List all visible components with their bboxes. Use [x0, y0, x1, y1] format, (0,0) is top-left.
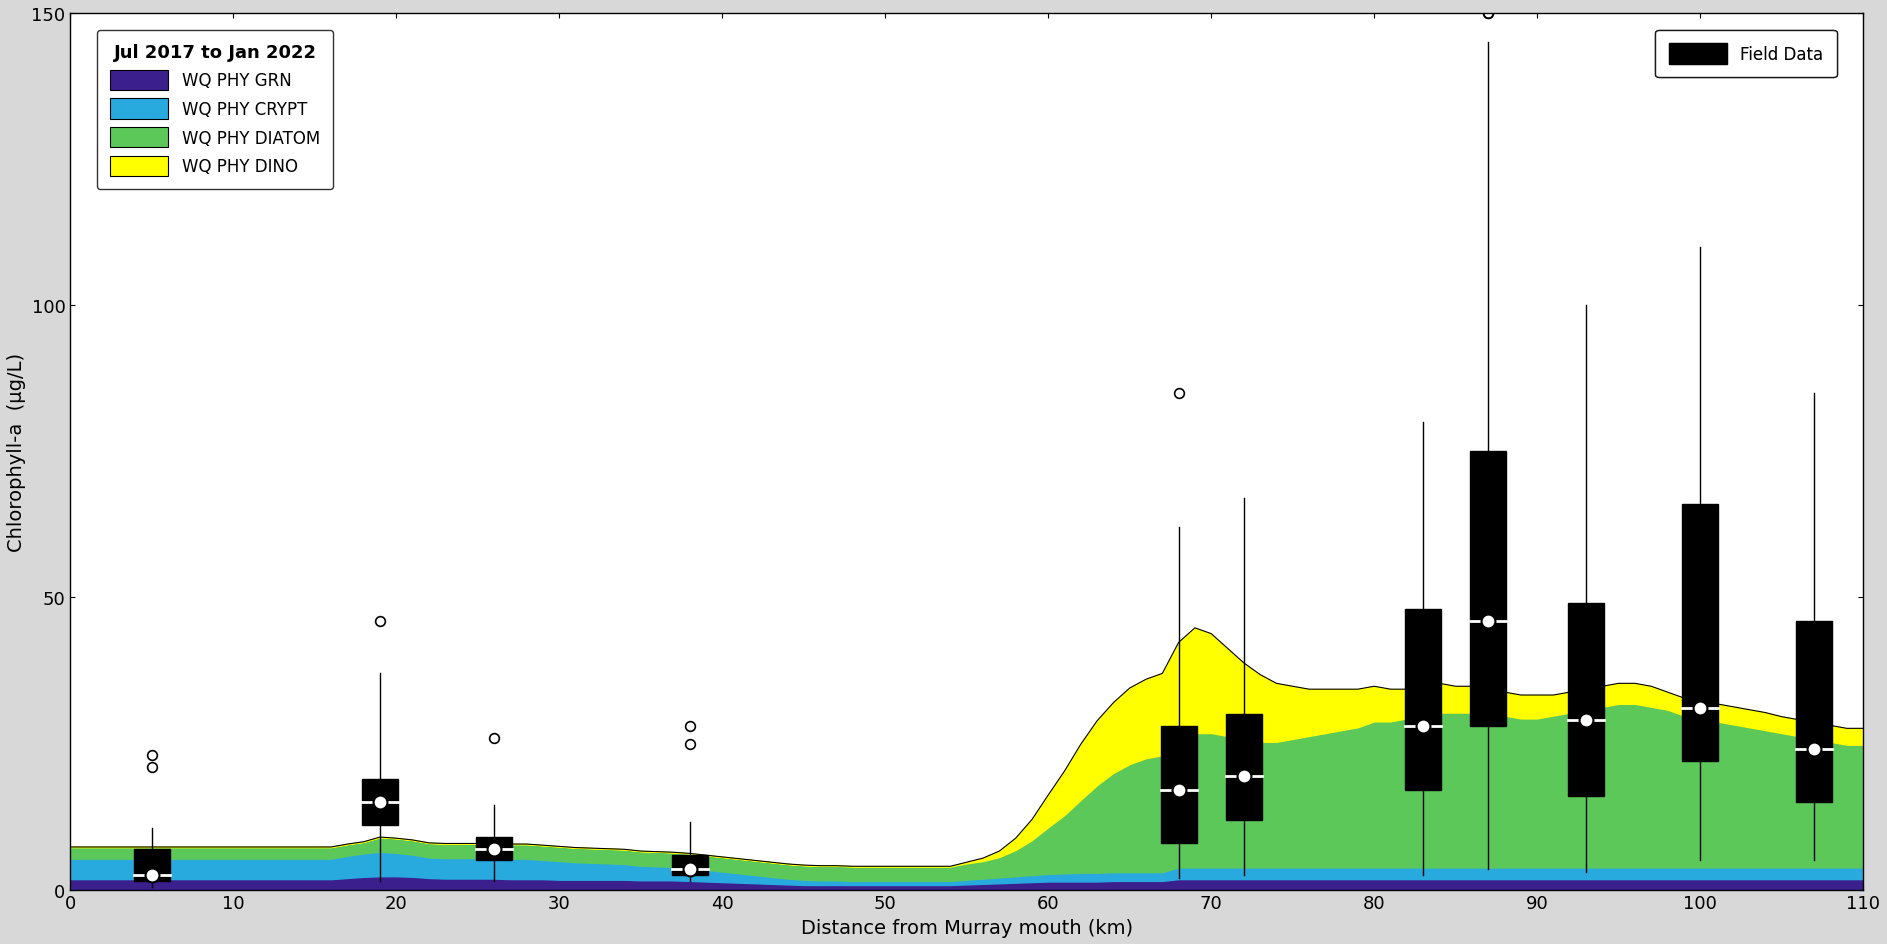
Bar	[1681, 504, 1717, 761]
Bar	[1227, 715, 1262, 819]
Bar	[672, 854, 708, 875]
Legend: Field Data: Field Data	[1655, 31, 1836, 78]
Y-axis label: Chlorophyll-a  (μg/L): Chlorophyll-a (μg/L)	[8, 352, 26, 551]
X-axis label: Distance from Murray mouth (km): Distance from Murray mouth (km)	[800, 919, 1132, 937]
Bar	[476, 837, 511, 861]
Bar	[1568, 603, 1604, 797]
Bar	[362, 779, 398, 825]
Bar	[1161, 726, 1196, 843]
Bar	[1470, 452, 1506, 726]
Bar	[1406, 610, 1442, 790]
Bar	[1796, 621, 1832, 802]
Bar	[134, 849, 170, 881]
